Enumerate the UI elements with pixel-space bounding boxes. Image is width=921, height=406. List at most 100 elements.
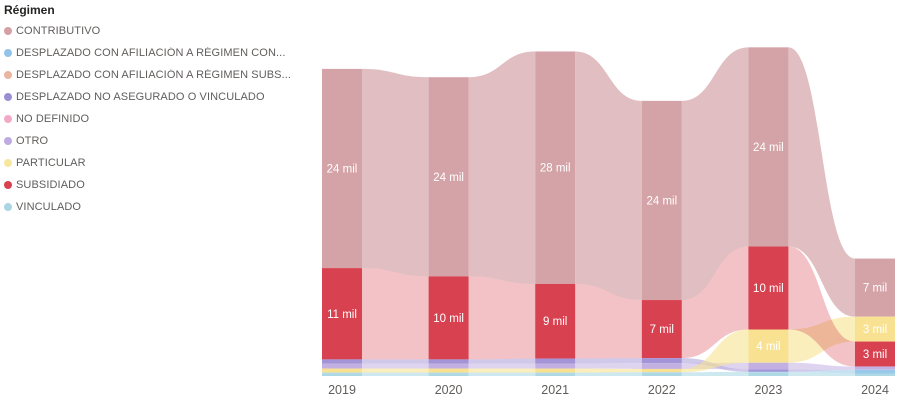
legend-dot-icon <box>4 93 12 101</box>
segment-label: 7 mil <box>650 324 674 336</box>
legend-item-particular[interactable]: PARTICULAR <box>4 152 304 174</box>
segment-label: 24 mil <box>753 142 784 154</box>
segment-label: 10 mil <box>753 283 784 295</box>
ribbon[interactable] <box>362 368 429 373</box>
column-segment[interactable] <box>535 358 576 364</box>
column-segment[interactable] <box>641 300 682 359</box>
segment-label: 24 mil <box>646 195 677 207</box>
column-segment[interactable] <box>428 77 469 277</box>
legend: Régimen CONTRIBUTIVO DESPLAZADO CON AFIL… <box>4 2 304 218</box>
ribbon[interactable] <box>788 369 855 372</box>
ribbon[interactable] <box>468 363 536 369</box>
column-segment[interactable] <box>428 276 469 360</box>
ribbon[interactable] <box>362 363 429 369</box>
column-segment[interactable] <box>428 368 469 373</box>
segment-label: 4 mil <box>756 341 780 353</box>
ribbon[interactable] <box>788 246 855 367</box>
column-segment[interactable] <box>855 373 895 376</box>
column-segment[interactable] <box>322 373 362 376</box>
legend-item-otro[interactable]: OTRO <box>4 130 304 152</box>
x-axis-label: 2023 <box>754 383 782 397</box>
legend-item-desplazado-con-regimen-con[interactable]: DESPLAZADO CON AFILIACIÓN A RÉGIMEN CON.… <box>4 42 304 64</box>
segment-label: 24 mil <box>327 164 358 176</box>
ribbon[interactable] <box>681 47 749 301</box>
ribbon[interactable] <box>362 359 429 364</box>
column-segment[interactable] <box>748 47 789 247</box>
column-segment[interactable] <box>322 268 362 360</box>
ribbon[interactable] <box>362 68 429 277</box>
column-segment[interactable] <box>535 363 576 369</box>
column-segment[interactable] <box>641 368 682 373</box>
ribbon[interactable] <box>575 51 642 301</box>
legend-dot-icon <box>4 159 12 167</box>
column-segment[interactable] <box>535 368 576 373</box>
ribbon[interactable] <box>575 363 642 369</box>
column-segment[interactable] <box>428 373 469 376</box>
legend-item-desplazado-con-regimen-subs[interactable]: DESPLAZADO CON AFILIACIÓN A RÉGIMEN SUBS… <box>4 64 304 86</box>
ribbon[interactable] <box>681 372 749 376</box>
legend-item-contributivo[interactable]: CONTRIBUTIVO <box>4 20 304 42</box>
column-segment[interactable] <box>748 329 789 363</box>
column-segment[interactable] <box>535 283 576 359</box>
legend-item-vinculado[interactable]: VINCULADO <box>4 196 304 218</box>
ribbon[interactable] <box>575 358 642 364</box>
column-segment[interactable] <box>855 341 895 367</box>
column-segment[interactable] <box>748 362 789 370</box>
ribbon[interactable] <box>788 362 855 370</box>
ribbon[interactable] <box>681 329 749 373</box>
legend-item-no-definido[interactable]: NO DEFINIDO <box>4 108 304 130</box>
segment-label: 7 mil <box>863 283 887 295</box>
x-axis-label: 2020 <box>435 383 463 397</box>
ribbon[interactable] <box>468 373 536 376</box>
ribbon[interactable] <box>468 358 536 364</box>
legend-dot-icon <box>4 203 12 211</box>
ribbon[interactable] <box>788 47 855 317</box>
column-segment[interactable] <box>748 246 789 330</box>
ribbon[interactable] <box>788 369 855 374</box>
x-axis-label: 2019 <box>328 383 356 397</box>
legend-dot-icon <box>4 181 12 189</box>
column-segment[interactable] <box>322 68 362 269</box>
legend-dot-icon <box>4 115 12 123</box>
ribbon[interactable] <box>575 372 642 374</box>
ribbon[interactable] <box>468 368 536 373</box>
column-segment[interactable] <box>428 359 469 364</box>
ribbon[interactable] <box>681 371 749 373</box>
column-segment[interactable] <box>641 372 682 376</box>
ribbon[interactable] <box>575 372 642 376</box>
segment-label: 9 mil <box>543 316 567 328</box>
ribbon[interactable] <box>788 372 855 376</box>
ribbon[interactable] <box>362 268 429 360</box>
legend-dot-icon <box>4 71 12 79</box>
column-segment[interactable] <box>855 316 895 342</box>
column-segment[interactable] <box>641 363 682 369</box>
segment-label: 3 mil <box>863 349 887 361</box>
column-segment[interactable] <box>322 363 362 369</box>
column-segment[interactable] <box>855 369 895 374</box>
ribbon[interactable] <box>575 283 642 359</box>
column-segment[interactable] <box>428 363 469 369</box>
segment-label: 3 mil <box>863 324 887 336</box>
column-segment[interactable] <box>748 372 789 376</box>
column-segment[interactable] <box>322 368 362 373</box>
column-segment[interactable] <box>322 359 362 364</box>
ribbon[interactable] <box>788 316 855 363</box>
column-segment[interactable] <box>641 100 682 301</box>
x-axis-label: 2021 <box>541 383 569 397</box>
column-segment[interactable] <box>855 258 895 317</box>
legend-item-desplazado-no-asegurado[interactable]: DESPLAZADO NO ASEGURADO O VINCULADO <box>4 86 304 108</box>
legend-item-subsidiado[interactable]: SUBSIDIADO <box>4 174 304 196</box>
ribbon[interactable] <box>468 51 536 284</box>
column-segment[interactable] <box>535 373 576 376</box>
column-segment[interactable] <box>535 51 576 284</box>
ribbon[interactable] <box>362 373 429 376</box>
ribbon[interactable] <box>575 368 642 373</box>
ribbon[interactable] <box>468 276 536 360</box>
column-segment[interactable] <box>855 366 895 370</box>
column-segment[interactable] <box>748 369 789 372</box>
ribbon[interactable] <box>681 246 749 359</box>
legend-dot-icon <box>4 49 12 57</box>
column-segment[interactable] <box>641 358 682 364</box>
